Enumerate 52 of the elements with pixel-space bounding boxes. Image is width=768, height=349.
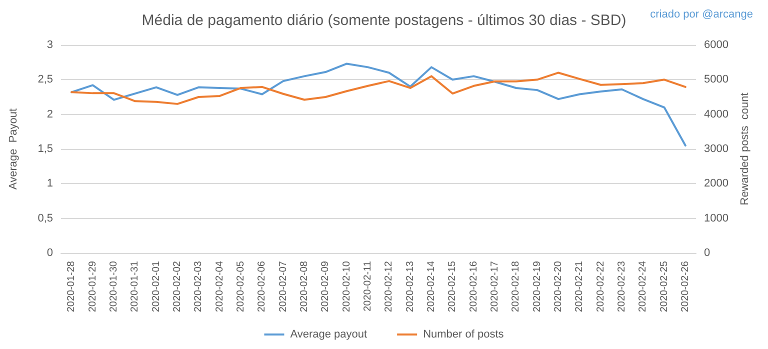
x-tick-label: 2020-02-08	[298, 260, 310, 312]
y2-axis-title: Rewarded posts count	[738, 92, 751, 206]
x-tick-label: 2020-02-19	[532, 260, 543, 312]
x-tick-label: 2020-02-13	[404, 260, 416, 312]
x-tick-label: 2020-01-31	[130, 260, 141, 312]
y2-tick-label: 6000	[704, 39, 728, 51]
x-tick-label: 2020-01-30	[108, 260, 120, 312]
x-tick-label: 2020-02-22	[595, 260, 606, 312]
y-tick-label: 1	[46, 178, 53, 190]
y-tick-label: 3	[46, 39, 53, 51]
x-tick-label: 2020-02-26	[680, 260, 691, 312]
line-series	[70, 72, 686, 105]
x-tick-label: 2020-02-12	[384, 260, 395, 312]
x-tick-label: 2020-02-01	[150, 260, 162, 312]
y2-tick-label: 3000	[704, 143, 728, 155]
x-tick-label: 2020-02-05	[235, 260, 246, 312]
legend-label: Number of posts	[423, 328, 504, 340]
x-tick-label: 2020-02-20	[552, 260, 564, 312]
x-tick-label: 2020-02-21	[574, 260, 586, 312]
chart-title: Média de pagamento diário (somente postagens - últimos 30 dias - SBD)	[142, 12, 626, 29]
x-tick-label: 2020-02-24	[638, 260, 649, 312]
y2-tick-label: 2000	[704, 178, 728, 190]
y-tick-label: 2,5	[38, 74, 53, 86]
x-tick-label: 2020-02-09	[320, 260, 332, 312]
y-tick-label: 0,5	[38, 212, 53, 224]
x-tick-label: 2020-02-02	[172, 260, 183, 312]
x-tick-label: 2020-02-18	[510, 260, 522, 312]
x-tick-label: 2020-02-03	[193, 260, 204, 312]
y-axis-title: Average Payout	[8, 108, 20, 190]
line-series	[70, 62, 686, 147]
y2-tick-label: 0	[704, 247, 710, 259]
x-tick-label: 2020-02-04	[214, 260, 226, 312]
x-tick-label: 2020-01-29	[87, 260, 98, 312]
legend-label: Average payout	[290, 328, 368, 340]
y2-tick-label: 4000	[704, 108, 728, 120]
x-tick-label: 2020-01-28	[66, 260, 78, 312]
x-tick-label: 2020-02-06	[256, 260, 268, 312]
y2-tick-label: 5000	[704, 74, 728, 86]
x-tick-label: 2020-02-15	[447, 260, 458, 312]
y-tick-label: 0	[46, 247, 53, 259]
x-tick-label: 2020-02-14	[426, 260, 437, 312]
y-tick-label: 1,5	[38, 143, 53, 155]
x-tick-label: 2020-02-25	[658, 260, 670, 312]
x-tick-label: 2020-02-10	[341, 260, 352, 312]
x-tick-label: 2020-02-17	[489, 260, 500, 312]
x-tick-label: 2020-02-23	[616, 260, 628, 312]
x-tick-label: 2020-02-11	[362, 260, 374, 312]
x-tick-label: 2020-02-16	[468, 260, 480, 312]
text: criado por @arcange	[650, 8, 753, 20]
y2-tick-label: 1000	[704, 212, 728, 224]
x-tick-label: 2020-02-07	[278, 260, 289, 312]
y-tick-label: 2	[46, 108, 53, 120]
